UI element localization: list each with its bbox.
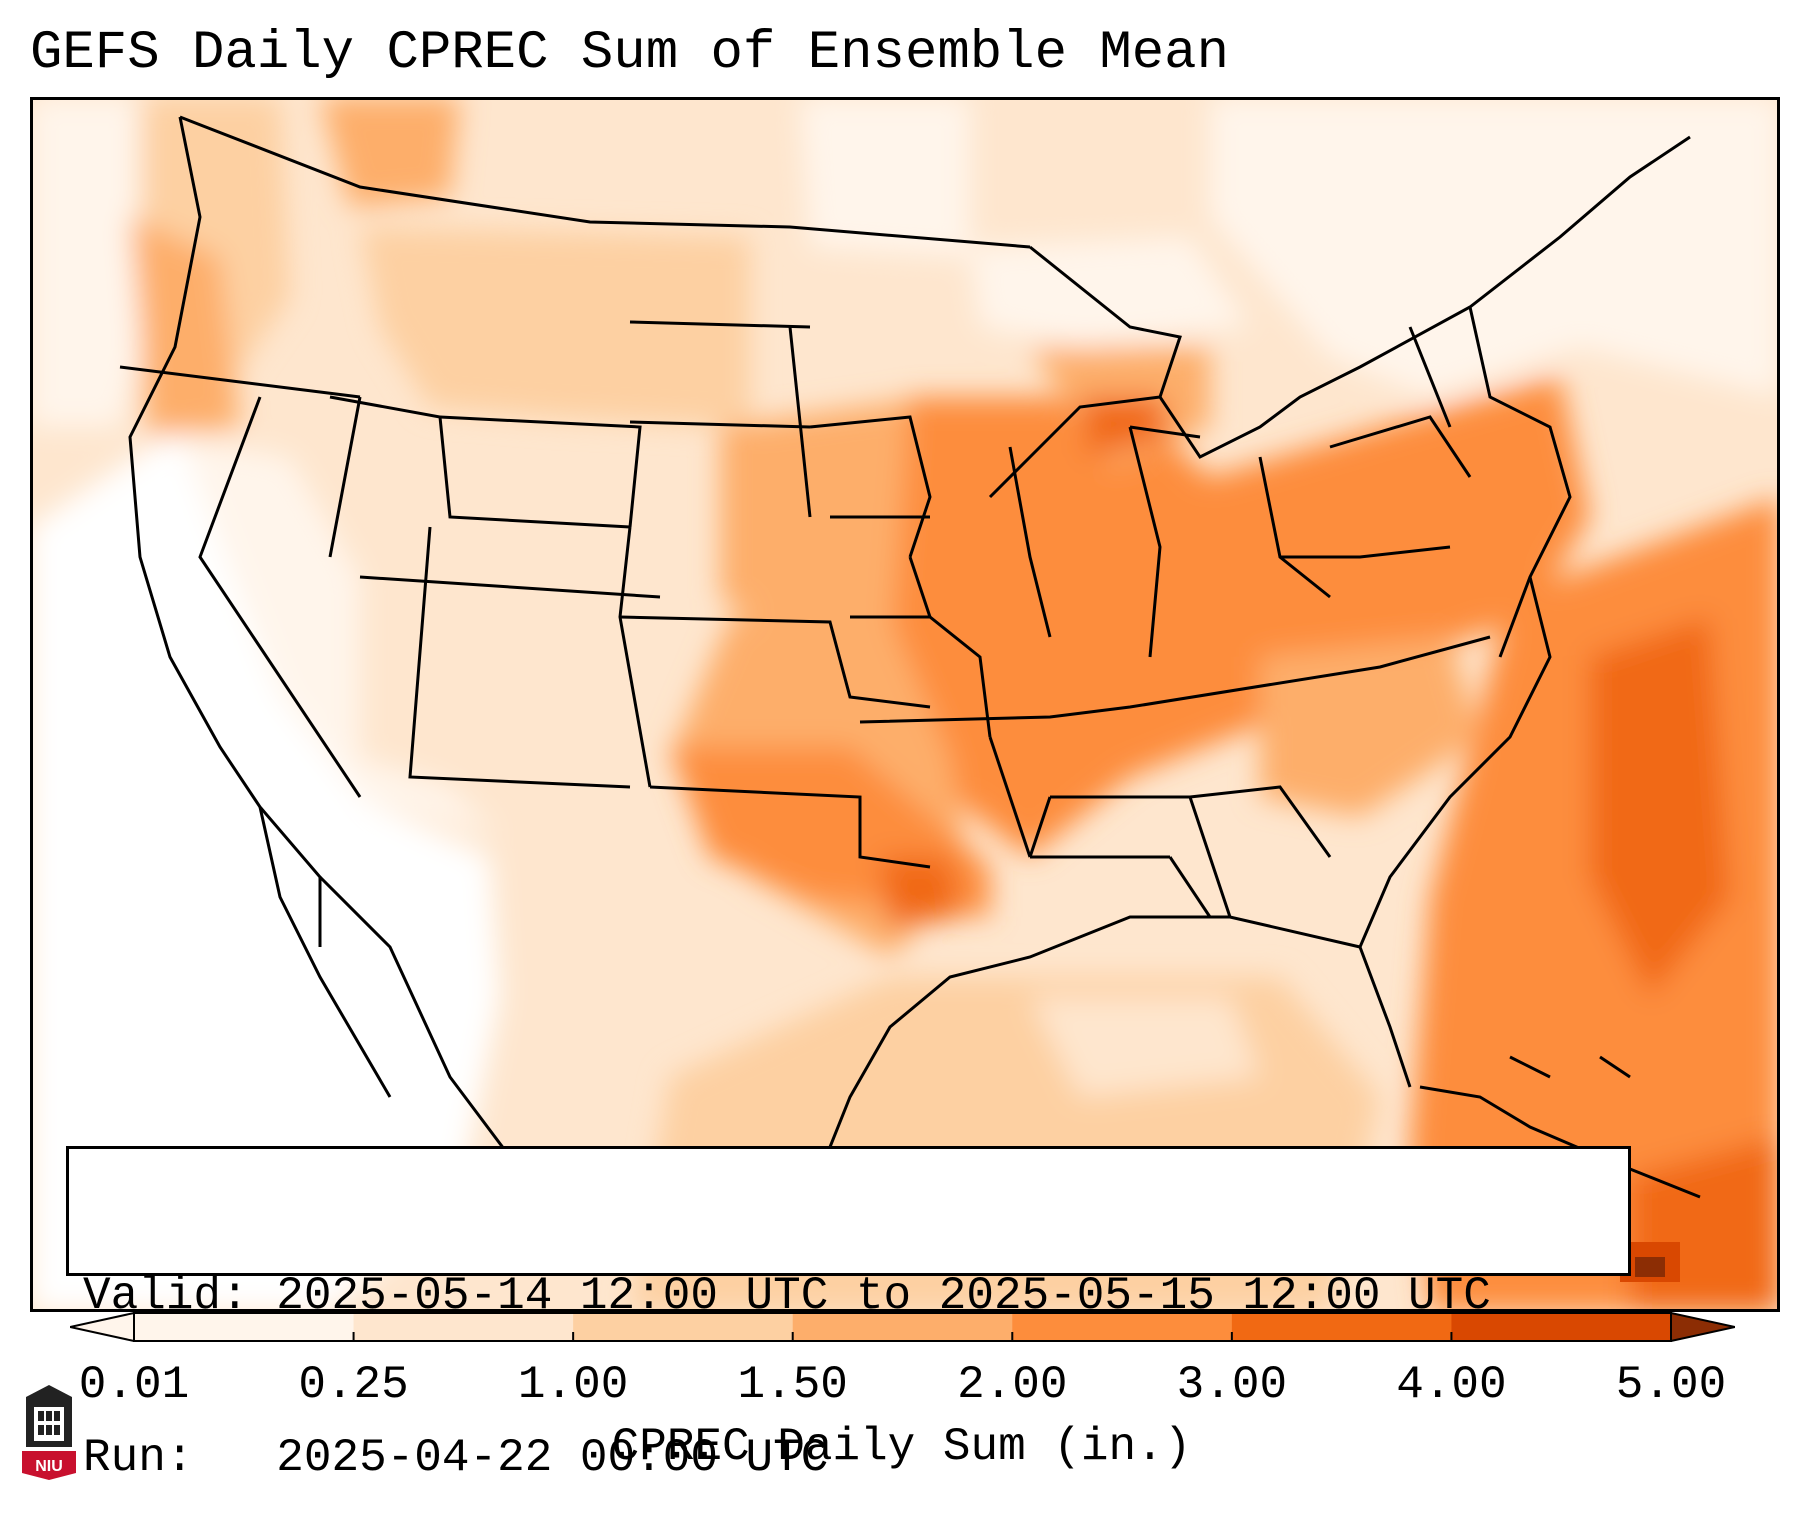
colorbar-tick-label: 4.00	[1396, 1359, 1507, 1411]
logo-text: NIU	[35, 1458, 63, 1475]
run-label: Run:	[83, 1432, 194, 1484]
colorbar-segment	[1012, 1313, 1233, 1341]
niu-tower-logo-icon: NIU	[20, 1383, 78, 1481]
colorbar-tick-label: 1.00	[517, 1359, 629, 1411]
colorbar-tick-label: 0.01	[78, 1359, 190, 1411]
colorbar-segment	[1451, 1313, 1672, 1341]
geo-boundaries	[119, 115, 1701, 1199]
colorbar-tick-label: 1.50	[737, 1359, 848, 1411]
colorbar-tick-label: 2.00	[957, 1359, 1068, 1411]
valid-run-info-box: Valid: 2025-05-14 12:00 UTC to 2025-05-1…	[66, 1146, 1631, 1484]
colorbar-segment	[353, 1313, 574, 1341]
run-row: Run: 2025-04-22 00:00 UTC	[83, 1431, 1628, 1485]
colorbar-label: CPREC Daily Sum (in.)	[611, 1421, 1192, 1473]
precipitation-map	[30, 97, 1780, 1312]
colorbar-segment	[573, 1313, 794, 1341]
colorbar-segment	[134, 1313, 355, 1341]
colorbar-extend-low	[70, 1312, 135, 1342]
map-title: GEFS Daily CPREC Sum of Ensemble Mean	[30, 23, 1229, 84]
colorbar-tick-label: 0.25	[298, 1359, 409, 1411]
colorbar-segment	[1231, 1313, 1452, 1341]
colorbar-extend-high	[1670, 1312, 1735, 1342]
colorbar-segment	[792, 1313, 1013, 1341]
run-text: 2025-04-22 00:00 UTC	[276, 1432, 829, 1484]
colorbar-tick-label: 5.00	[1615, 1359, 1727, 1411]
colorbar	[70, 1312, 1735, 1342]
colorbar-tick-label: 3.00	[1176, 1359, 1288, 1411]
precip-field	[30, 97, 1780, 1312]
